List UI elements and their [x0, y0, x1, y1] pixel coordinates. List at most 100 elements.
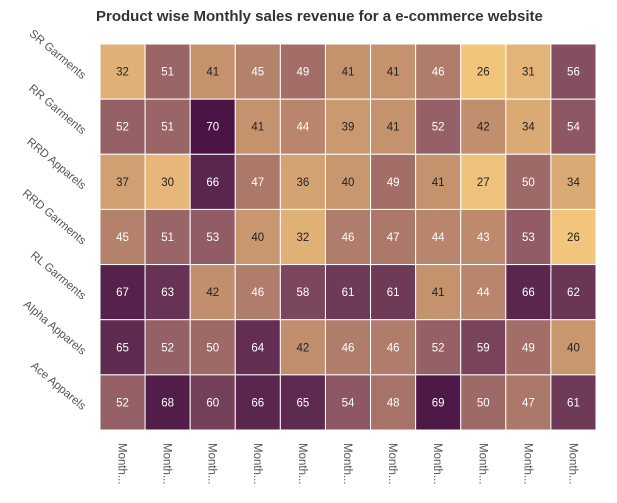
heatmap-cell [144, 153, 191, 210]
cell-value-label: 51 [161, 67, 174, 79]
cell-value-label: 31 [522, 67, 535, 79]
heatmap-cell [460, 153, 507, 210]
cell-value-label: 26 [477, 67, 490, 79]
cell-value-label: 60 [206, 397, 219, 409]
heatmap-cell [415, 98, 462, 155]
cell-value-label: 41 [387, 122, 400, 134]
heatmap-cell [550, 208, 597, 266]
heatmap-cell [370, 264, 417, 321]
heatmap-cell [550, 43, 597, 100]
cell-value-label: 42 [477, 122, 490, 134]
cell-value-label: 52 [116, 122, 129, 134]
heatmap-cell [460, 43, 507, 100]
cell-value-label: 45 [251, 67, 264, 79]
cell-value-label: 44 [432, 232, 445, 244]
cell-value-label: 61 [342, 287, 355, 299]
heatmap-cell [415, 208, 462, 266]
column-label: Month... [116, 443, 128, 485]
column-label: Month... [206, 443, 218, 485]
cell-value-label: 66 [251, 397, 264, 409]
cell-value-label: 58 [297, 287, 310, 299]
cell-value-label: 70 [206, 122, 219, 134]
heatmap-cell [505, 374, 552, 431]
cell-value-label: 48 [387, 397, 400, 409]
cell-value-label: 59 [477, 342, 490, 354]
cell-value-label: 68 [161, 397, 174, 409]
heatmap-cell [324, 43, 372, 100]
cell-value-label: 52 [432, 122, 445, 134]
heatmap-cell [279, 153, 326, 210]
heatmap-cell [415, 374, 462, 431]
cell-value-label: 34 [522, 122, 535, 134]
cell-value-label: 27 [477, 177, 490, 189]
cell-value-label: 50 [206, 342, 219, 354]
cell-value-label: 47 [387, 232, 400, 244]
heatmap-cell [370, 98, 417, 155]
cell-value-label: 42 [297, 342, 310, 354]
cell-value-label: 32 [116, 67, 129, 79]
cell-value-label: 62 [567, 287, 580, 299]
cell-value-label: 49 [297, 67, 310, 79]
heatmap-cell [324, 374, 372, 431]
column-label: Month... [341, 443, 353, 485]
heatmap-cell [189, 98, 236, 155]
heatmap-cell [505, 208, 552, 266]
cell-value-label: 41 [432, 287, 445, 299]
heatmap-cell [324, 153, 372, 210]
cell-value-label: 47 [522, 397, 535, 409]
cell-value-label: 66 [206, 177, 219, 189]
heatmap-cell [189, 208, 236, 266]
heatmap-cell [505, 153, 552, 210]
heatmap-cell [234, 208, 281, 266]
cell-value-label: 39 [342, 122, 355, 134]
cell-value-label: 56 [567, 67, 580, 79]
cell-value-label: 49 [522, 342, 535, 354]
cell-value-label: 30 [161, 177, 174, 189]
cell-value-label: 53 [206, 232, 219, 244]
heatmap-cell [144, 264, 191, 321]
cell-value-label: 41 [251, 122, 264, 134]
row-label: RR Garments [26, 83, 88, 138]
cell-value-label: 37 [116, 177, 129, 189]
heatmap-cell [144, 374, 191, 431]
heatmap-cell [234, 264, 281, 321]
cell-value-label: 34 [567, 177, 580, 189]
column-label: Month... [521, 443, 533, 485]
heatmap-cell [234, 319, 281, 376]
heatmap-cell [415, 264, 462, 321]
row-label: Ace Apparels [28, 360, 88, 413]
cell-value-label: 69 [432, 397, 445, 409]
column-label: Month... [566, 443, 578, 485]
cell-value-label: 46 [342, 232, 355, 244]
heatmap-cell [99, 98, 146, 155]
heatmap-cell [234, 374, 281, 431]
heatmap-cell [324, 264, 372, 321]
heatmap-cell [279, 208, 326, 266]
column-label: Month... [386, 443, 398, 485]
heatmap-cell [460, 208, 507, 266]
cell-value-label: 46 [432, 67, 445, 79]
cell-value-label: 65 [297, 397, 310, 409]
cell-value-label: 41 [432, 177, 445, 189]
column-label: Month... [476, 443, 488, 485]
cell-value-label: 52 [432, 342, 445, 354]
heatmap-cell [189, 319, 236, 376]
cell-value-label: 46 [251, 287, 264, 299]
cell-value-label: 52 [161, 342, 174, 354]
heatmap-cell [370, 153, 417, 210]
row-label: RL Garments [28, 250, 88, 303]
heatmap-cell [415, 43, 462, 100]
cell-value-label: 40 [567, 342, 580, 354]
heatmap-cell [234, 98, 281, 155]
chart-title: Product wise Monthly sales revenue for a… [96, 8, 543, 25]
heatmap-cell [415, 319, 462, 376]
cell-value-label: 44 [477, 287, 490, 299]
cell-value-label: 26 [567, 232, 580, 244]
cell-value-label: 44 [297, 122, 310, 134]
heatmap-cell [550, 264, 597, 321]
cell-value-label: 41 [387, 67, 400, 79]
column-label: Month... [251, 443, 263, 485]
heatmap-cell [279, 374, 326, 431]
cell-value-label: 54 [567, 122, 580, 134]
cell-value-label: 64 [251, 342, 264, 354]
